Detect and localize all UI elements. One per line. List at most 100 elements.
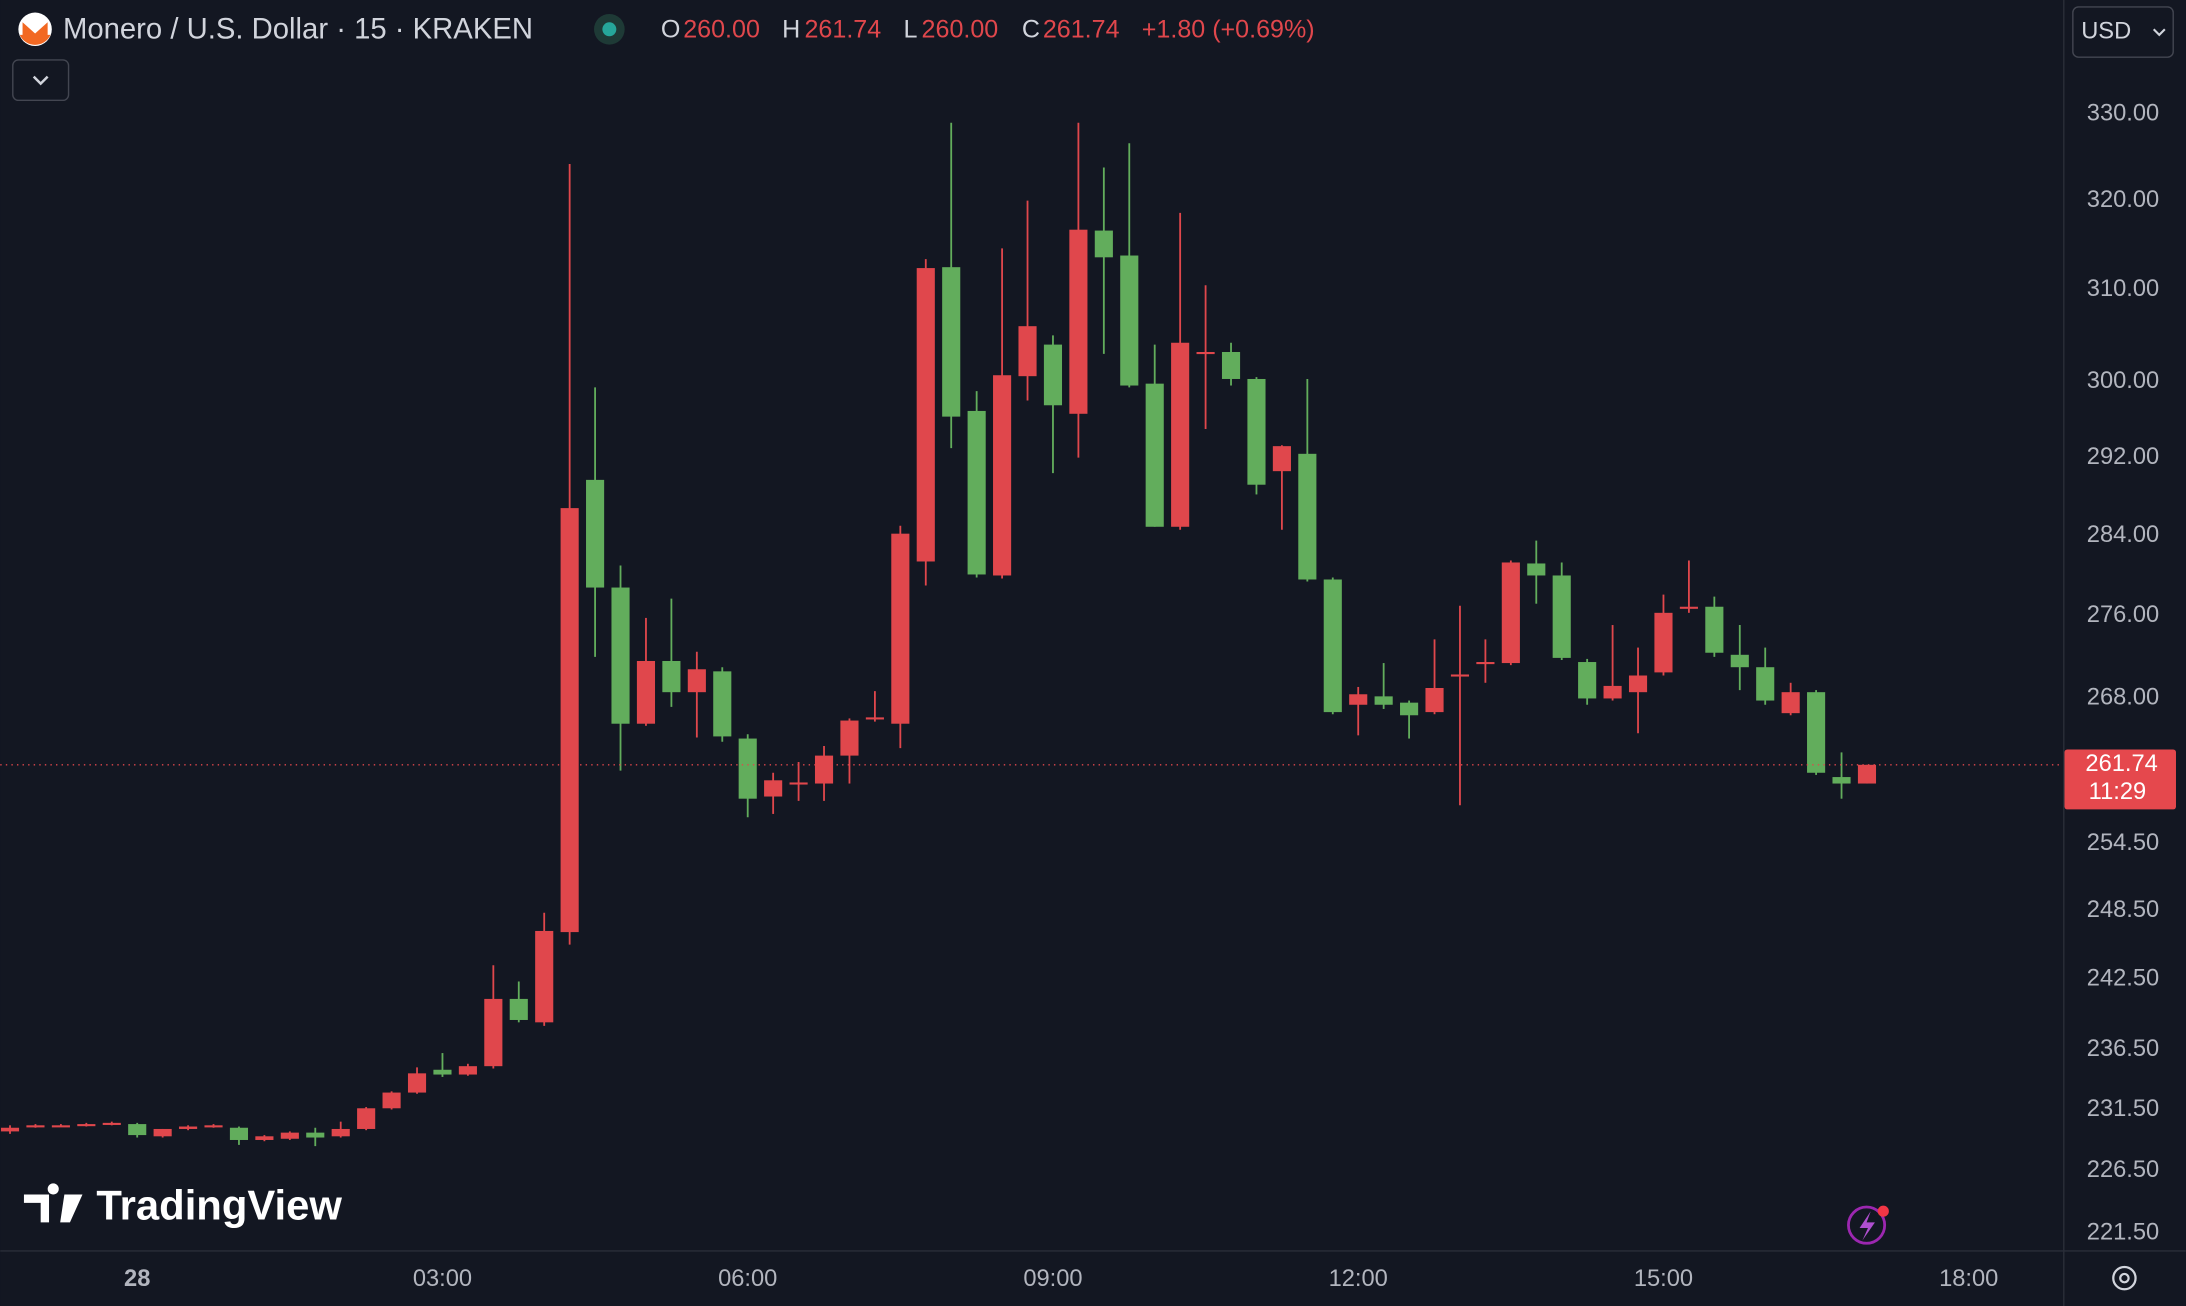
candle-body — [306, 1132, 325, 1138]
candle-body — [662, 660, 681, 693]
chevron-icon — [32, 75, 49, 86]
x-tick-label: 18:00 — [1939, 1266, 1998, 1292]
candle-body — [0, 1127, 20, 1132]
candle-body — [1857, 764, 1877, 784]
y-tick-label: 248.50 — [2087, 897, 2159, 923]
candle-body — [26, 1125, 45, 1128]
open-label: O — [661, 15, 681, 43]
candle-body — [1298, 453, 1317, 580]
candle-body — [1069, 229, 1088, 414]
candle-body — [1705, 606, 1724, 653]
candle-body — [331, 1128, 350, 1137]
market-status-dot — [602, 22, 617, 37]
candle-body — [814, 755, 834, 784]
y-tick-label: 254.50 — [2087, 830, 2159, 856]
y-tick-label: 330.00 — [2087, 100, 2159, 126]
coin-logo-mark — [19, 22, 51, 45]
candle-body — [993, 375, 1012, 576]
y-tick-label: 231.50 — [2087, 1096, 2159, 1122]
candles — [0, 122, 1877, 1147]
open-value: 260.00 — [683, 15, 760, 43]
candle-body — [1425, 688, 1444, 713]
candle-body — [179, 1126, 198, 1129]
y-tick-label: 300.00 — [2087, 368, 2159, 394]
candle-body — [1094, 230, 1113, 258]
candle-body — [229, 1127, 249, 1140]
assistant-bolt — [1859, 1211, 1875, 1241]
candle-body — [687, 669, 706, 693]
x-tick-label: 06:00 — [718, 1266, 777, 1292]
assistant-ring — [1847, 1205, 1887, 1245]
assistant-badge — [1877, 1205, 1889, 1217]
candle-body — [1043, 344, 1063, 406]
candle-body — [789, 782, 808, 785]
candle-body — [509, 998, 528, 1020]
candle-body — [1349, 694, 1368, 705]
y-tick-label: 284.00 — [2087, 522, 2159, 548]
currency-button[interactable] — [2072, 6, 2174, 58]
x-tick-label: 03:00 — [413, 1266, 472, 1292]
candle-body — [1450, 674, 1470, 677]
y-tick-label: 236.50 — [2087, 1036, 2159, 1062]
candle-body — [1807, 692, 1826, 773]
y-tick-label: 320.00 — [2087, 187, 2159, 213]
gear-outer — [2112, 1265, 2137, 1291]
y-tick-label: 292.00 — [2087, 444, 2159, 470]
candle-body — [1527, 563, 1546, 576]
tradingview-logo: TradingView — [96, 1181, 342, 1228]
candle-body — [713, 671, 732, 737]
candle-body — [1171, 342, 1190, 527]
y-tick-label: 226.50 — [2087, 1157, 2159, 1183]
candle-body — [484, 998, 503, 1067]
candle-body — [1018, 326, 1037, 377]
candle-body — [1120, 255, 1139, 386]
candle-body — [1552, 575, 1571, 658]
candle-body — [738, 738, 757, 799]
candle-body — [967, 410, 986, 575]
y-tick-label: 268.00 — [2087, 685, 2159, 711]
symbol-title: Monero / U.S. Dollar · 15 · KRAKEN — [63, 13, 533, 45]
y-tick-label: 276.00 — [2087, 602, 2159, 628]
candle-body — [942, 267, 961, 417]
candle-body — [407, 1073, 427, 1093]
close-label: C — [1022, 15, 1040, 43]
candle-body — [255, 1136, 274, 1140]
candle-body — [102, 1122, 121, 1125]
high-label: H — [782, 15, 800, 43]
high-value: 261.74 — [804, 15, 881, 43]
candle-body — [1374, 696, 1393, 705]
assistant-icon[interactable] — [1847, 1205, 1889, 1245]
candle-body — [586, 479, 605, 588]
candle-body — [433, 1069, 452, 1075]
y-tick-label: 221.50 — [2087, 1220, 2159, 1246]
gear-inner — [2119, 1272, 2130, 1284]
candle-body — [535, 930, 554, 1023]
change-value: +1.80 (+0.69%) — [1142, 15, 1315, 43]
price-label-box — [2064, 749, 2176, 810]
settings-icon[interactable] — [2112, 1265, 2137, 1291]
candle-body — [1196, 351, 1215, 355]
candle-body — [1221, 351, 1241, 379]
candle-body — [128, 1124, 147, 1136]
candle-body — [1679, 606, 1698, 609]
candle-body — [611, 587, 630, 724]
chevron-icon — [2152, 28, 2166, 37]
price-label: 261.74 — [2085, 751, 2157, 777]
collapse-button[interactable] — [12, 59, 70, 102]
close-value: 261.74 — [1043, 15, 1120, 43]
x-tick-label: 15:00 — [1634, 1266, 1693, 1292]
candle-body — [1628, 675, 1648, 693]
candle-body — [1756, 667, 1775, 701]
candle-body — [1476, 662, 1495, 665]
candle-body — [865, 717, 884, 720]
candle-body — [382, 1092, 401, 1109]
y-tick-label: 242.50 — [2087, 965, 2159, 991]
countdown-label: 11:29 — [2089, 779, 2147, 805]
candle-body — [1603, 685, 1622, 699]
currency-label: USD — [2081, 18, 2131, 44]
candle-body — [1400, 702, 1419, 716]
y-tick-label: 310.00 — [2087, 276, 2159, 302]
